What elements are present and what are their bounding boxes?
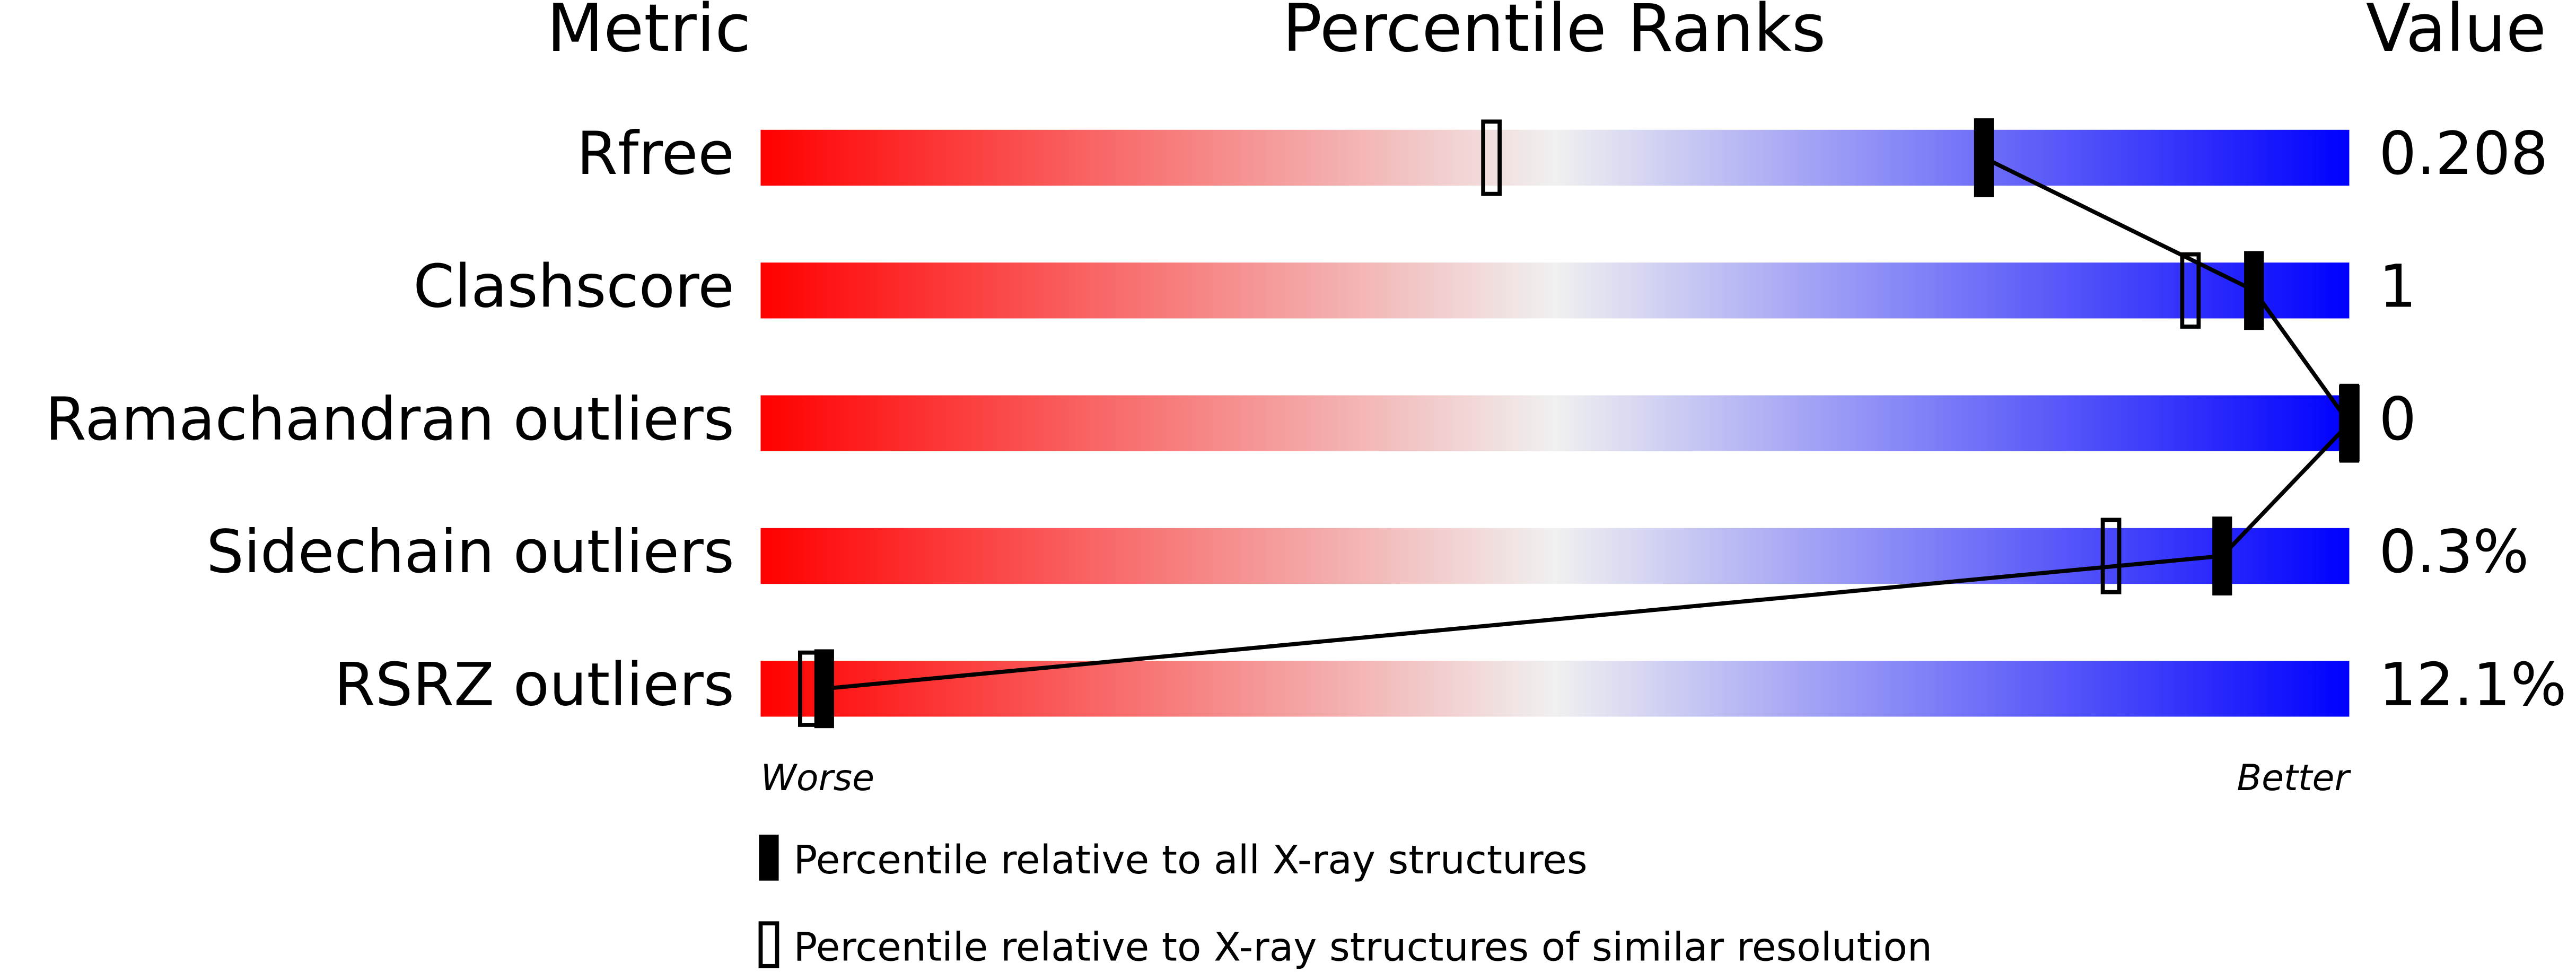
percentile-bar xyxy=(760,661,2350,717)
metric-label: Rfree xyxy=(577,119,734,188)
metric-label: Ramachandran outliers xyxy=(45,385,734,454)
value-header: Value xyxy=(2366,0,2546,67)
relative-marker xyxy=(2100,518,2122,594)
worse-label: Worse xyxy=(760,757,874,799)
metric-label: Sidechain outliers xyxy=(206,518,734,586)
metric-value: 1 xyxy=(2379,252,2416,321)
absolute-marker xyxy=(1974,118,1994,197)
better-label: Better xyxy=(2237,757,2351,799)
percentile-bar xyxy=(760,129,2350,186)
metric-value: 0.208 xyxy=(2379,119,2548,188)
relative-marker xyxy=(1481,119,1502,196)
percentile-bar xyxy=(760,528,2350,584)
metric-value: 0.3% xyxy=(2379,518,2529,586)
metric-value: 12.1% xyxy=(2379,651,2566,720)
metric-label: RSRZ outliers xyxy=(334,651,734,720)
metric-header: Metric xyxy=(547,0,751,67)
relative-marker xyxy=(2180,252,2201,329)
legend-swatch-open xyxy=(758,921,779,968)
legend-swatch-filled xyxy=(759,834,779,881)
absolute-marker xyxy=(814,649,834,729)
percentile-bar xyxy=(760,262,2350,319)
legend-label: Percentile relative to all X-ray structu… xyxy=(793,837,1587,883)
absolute-marker xyxy=(2244,251,2264,330)
absolute-marker xyxy=(2212,516,2232,596)
percentile-bar xyxy=(760,395,2350,451)
absolute-marker xyxy=(2339,383,2360,463)
metric-label: Clashscore xyxy=(413,252,734,321)
percentile-header: Percentile Ranks xyxy=(1282,0,1826,67)
metric-value: 0 xyxy=(2379,385,2416,454)
legend-label: Percentile relative to X-ray structures … xyxy=(793,924,1932,970)
